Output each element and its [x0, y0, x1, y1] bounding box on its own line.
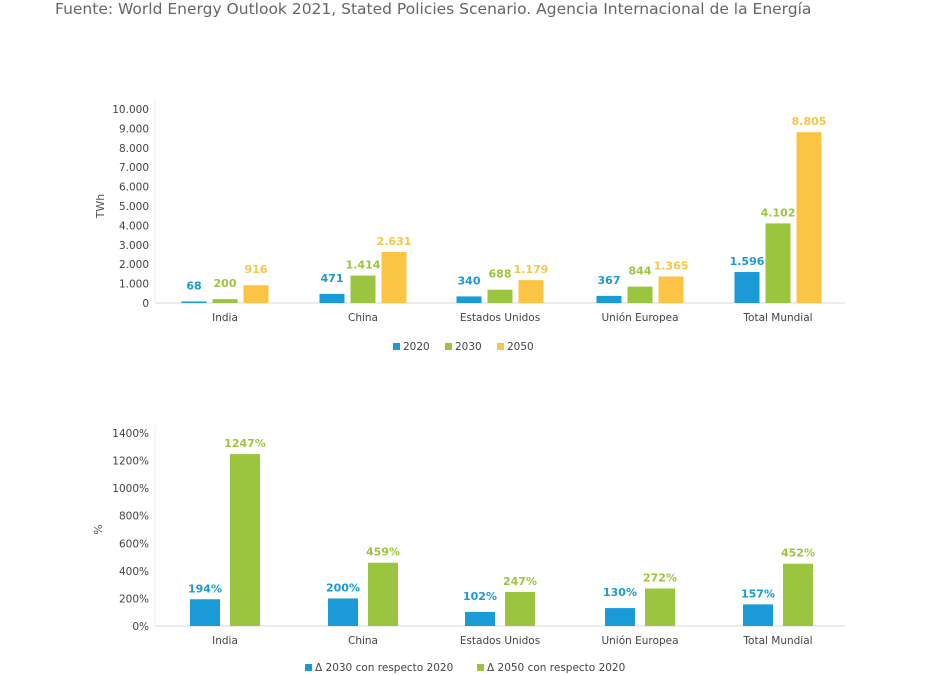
y-tick-label: 8.000: [119, 143, 149, 155]
y-tick-label: 6.000: [119, 182, 149, 194]
legend-label: Δ 2030 con respecto 2020: [315, 662, 453, 674]
category-label: Total Mundial: [742, 635, 812, 647]
y-tick-label: 800%: [119, 511, 149, 523]
category-label: Total Mundial: [742, 312, 812, 324]
data-label: 247%: [503, 575, 537, 588]
data-label: 4.102: [761, 206, 796, 219]
category-label: China: [348, 312, 378, 324]
legend-label: Δ 2050 con respecto 2020: [487, 662, 625, 674]
data-label: 367: [598, 274, 621, 287]
bar: [230, 454, 260, 626]
bar: [796, 132, 822, 303]
data-label: 8.805: [792, 115, 827, 128]
legend-swatch: [477, 664, 484, 671]
category-label: China: [348, 635, 378, 647]
y-tick-label: 400%: [119, 566, 149, 578]
bar: [350, 275, 376, 303]
data-label: 1.179: [514, 263, 549, 276]
legend-swatch: [305, 664, 312, 671]
data-label: 194%: [188, 582, 222, 595]
y-axis-label: %: [92, 524, 105, 534]
legend-swatch: [393, 343, 400, 350]
data-label: 916: [245, 263, 268, 276]
y-tick-label: 5.000: [119, 201, 149, 213]
category-label: Unión Europea: [601, 635, 678, 647]
bar: [456, 296, 482, 303]
source-caption: Fuente: World Energy Outlook 2021, State…: [55, 0, 812, 18]
bar: [518, 280, 544, 303]
data-label: 1.365: [654, 260, 689, 273]
y-tick-label: 4.000: [119, 220, 149, 232]
bar: [319, 293, 345, 303]
bar: [212, 299, 238, 303]
bar: [765, 223, 791, 303]
data-label: 2.631: [377, 235, 412, 248]
category-label: Estados Unidos: [460, 312, 540, 324]
bar: [243, 285, 269, 303]
data-label: 130%: [603, 586, 637, 599]
bar: [627, 286, 653, 303]
data-label: 200: [214, 277, 237, 290]
y-tick-label: 1200%: [112, 456, 149, 468]
bar: [783, 563, 813, 626]
y-tick-label: 200%: [119, 593, 149, 605]
bar: [645, 588, 675, 626]
bar: [596, 295, 622, 303]
y-axis-label: TWh: [94, 194, 107, 220]
y-tick-label: 1.000: [119, 279, 149, 291]
data-label: 452%: [781, 547, 815, 560]
y-tick-label: 7.000: [119, 162, 149, 174]
legend-label: 2050: [507, 341, 534, 353]
data-label: 157%: [741, 587, 775, 600]
bar: [368, 562, 398, 626]
bar: [465, 611, 495, 626]
data-label: 68: [186, 280, 201, 293]
category-label: Unión Europea: [601, 312, 678, 324]
bar: [381, 251, 407, 303]
data-label: 102%: [463, 590, 497, 603]
data-label: 340: [458, 274, 481, 287]
legend-label: 2020: [403, 341, 430, 353]
y-tick-label: 9.000: [119, 123, 149, 135]
bar: [743, 604, 773, 626]
y-tick-label: 2.000: [119, 259, 149, 271]
data-label: 688: [489, 268, 512, 281]
bar: [181, 301, 207, 303]
bar: [505, 591, 535, 626]
y-tick-label: 600%: [119, 538, 149, 550]
data-label: 200%: [326, 581, 360, 594]
legend-swatch: [497, 343, 504, 350]
y-tick-label: 1400%: [112, 428, 149, 440]
data-label: 272%: [643, 572, 677, 585]
bar: [658, 276, 684, 303]
y-tick-label: 3.000: [119, 240, 149, 252]
y-tick-label: 0%: [132, 621, 149, 633]
y-tick-label: 0: [142, 298, 149, 310]
y-tick-label: 1000%: [112, 483, 149, 495]
bar: [734, 272, 760, 303]
category-label: Estados Unidos: [460, 635, 540, 647]
bar: [190, 599, 220, 626]
bar: [328, 598, 358, 626]
category-label: India: [212, 312, 238, 324]
data-label: 471: [321, 272, 344, 285]
category-label: India: [212, 635, 238, 647]
bar: [487, 289, 513, 303]
data-label: 1247%: [224, 437, 266, 450]
legend-swatch: [445, 343, 452, 350]
bar: [605, 608, 635, 626]
legend-label: 2030: [455, 341, 482, 353]
data-label: 844: [629, 265, 652, 278]
data-label: 459%: [366, 546, 400, 559]
data-label: 1.414: [346, 259, 381, 272]
y-tick-label: 10.000: [112, 104, 149, 116]
data-label: 1.596: [730, 255, 765, 268]
